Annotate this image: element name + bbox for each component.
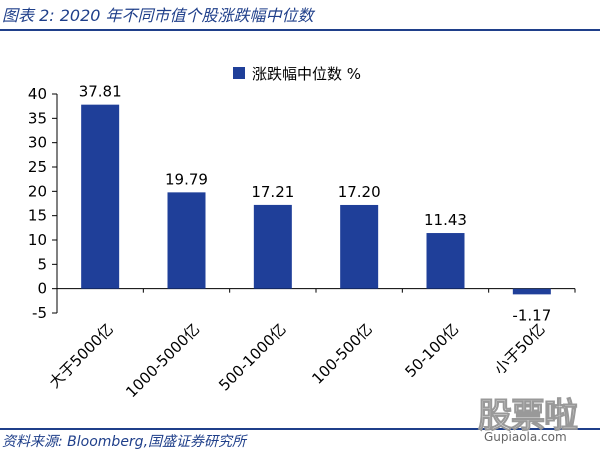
y-tick-label: 0 [37, 280, 47, 298]
legend-swatch [233, 67, 245, 79]
watermark-url: Gupiaola.com [484, 430, 567, 444]
x-tick-label: 大于5000亿 [45, 320, 117, 392]
legend-label: 涨跌幅中位数 % [252, 65, 361, 83]
data-label: -1.17 [512, 306, 551, 324]
x-tick-label: 小于50亿 [491, 320, 549, 378]
bar [426, 233, 465, 289]
bar [167, 192, 206, 289]
footer-divider [0, 428, 600, 430]
bar [253, 204, 292, 289]
plot-area: -5 0 5 10 15 20 25 30 35 40 37.81 大于5000亿 19.79 1000-… [28, 83, 576, 401]
y-tick-label: 5 [37, 255, 47, 273]
x-tick-label: 1000-5000亿 [122, 320, 203, 401]
y-tick-label: 20 [28, 182, 47, 200]
title-divider [0, 29, 600, 31]
x-tick-label: 500-1000亿 [215, 320, 289, 394]
chart-legend: 涨跌幅中位数 % [233, 65, 361, 83]
data-label: 37.81 [79, 83, 122, 101]
watermark-logo: 股票啦 Gupiaola.com [470, 388, 598, 450]
y-tick-label: 40 [28, 85, 47, 103]
data-label: 11.43 [424, 211, 467, 229]
data-label: 17.21 [251, 183, 294, 201]
data-label: 17.20 [338, 183, 381, 201]
y-tick-label: -5 [32, 304, 47, 322]
figure-title: 图表 2: 2020 年不同市值个股涨跌幅中位数 [2, 6, 314, 25]
y-tick-label: 30 [28, 134, 47, 152]
data-label: 19.79 [165, 170, 208, 188]
y-tick-label: 10 [28, 231, 47, 249]
watermark-text: 股票啦 [478, 396, 579, 437]
y-tick-label: 35 [28, 109, 47, 127]
bar [512, 288, 551, 295]
source-note: 资料来源: Bloomberg,国盛证券研究所 [2, 434, 247, 450]
x-tick-label: 50-100亿 [401, 320, 462, 381]
y-tick-label: 25 [28, 158, 47, 176]
y-tick-label: 15 [28, 207, 47, 225]
x-tick-label: 100-500亿 [308, 320, 376, 388]
bar [340, 204, 379, 289]
bar [81, 104, 120, 289]
